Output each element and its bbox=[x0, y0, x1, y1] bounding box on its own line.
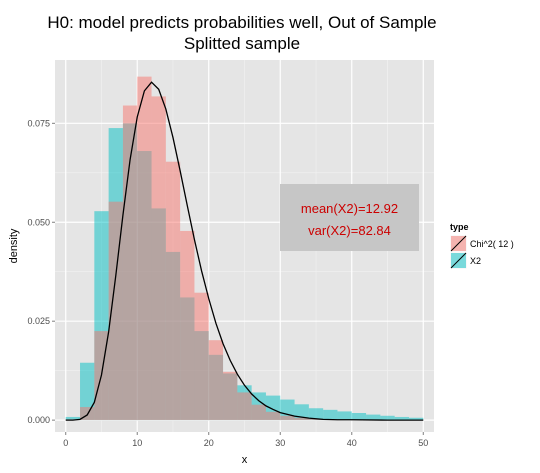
histogram-bar-chi2 bbox=[165, 161, 181, 421]
histogram-bar-chi2 bbox=[151, 96, 166, 421]
y-axis-label: density bbox=[8, 228, 20, 263]
legend-swatch-line bbox=[450, 235, 467, 252]
histogram-bar-chi2 bbox=[194, 292, 209, 421]
histogram-bar-chi2 bbox=[280, 415, 295, 421]
histogram-bar-chi2 bbox=[180, 230, 195, 421]
y-axis: 0.000 0.025 0.050 0.075 bbox=[27, 118, 55, 425]
density-curve bbox=[65, 81, 424, 421]
histogram-bar-x2 bbox=[308, 408, 324, 421]
annotation-variance: var(X2)=82.84 bbox=[308, 223, 391, 238]
annotation-mean: mean(X2)=12.92 bbox=[301, 201, 398, 216]
histogram-bar-chi2 bbox=[251, 404, 266, 421]
histogram-bar-x2 bbox=[380, 415, 395, 421]
histogram-bar-x2 bbox=[408, 417, 424, 421]
histogram-bar-chi2 bbox=[137, 76, 152, 421]
histogram-bar-chi2 bbox=[122, 105, 138, 421]
annotation-box: mean(X2)=12.92 var(X2)=82.84 bbox=[280, 184, 419, 251]
legend-swatch-line bbox=[450, 252, 467, 269]
density-curve-layer bbox=[65, 81, 424, 421]
legend: type Chi^2( 12 ) X2 bbox=[449, 222, 514, 270]
histogram-bar-chi2 bbox=[108, 201, 123, 421]
histogram-bar-chi2 bbox=[308, 418, 324, 421]
y-tick-label: 0.075 bbox=[27, 118, 50, 128]
histogram-bar-chi2 bbox=[294, 417, 309, 421]
x-axis: 0 10 20 30 40 50 bbox=[63, 432, 428, 448]
legend-item-chi2: Chi^2( 12 ) bbox=[449, 234, 514, 253]
annotation-background bbox=[280, 184, 419, 251]
x-tick-label: 40 bbox=[347, 438, 357, 448]
histogram-chi2 bbox=[65, 76, 367, 421]
histogram-bar-chi2 bbox=[223, 371, 238, 421]
x-tick-label: 0 bbox=[63, 438, 68, 448]
histogram-bar-chi2 bbox=[208, 340, 224, 421]
x-tick-label: 10 bbox=[132, 438, 142, 448]
chart-title: H0: model predicts probabilities well, O… bbox=[47, 13, 436, 32]
x-axis-label: x bbox=[242, 454, 248, 466]
legend-label-x2: X2 bbox=[470, 256, 481, 266]
histogram-bar-x2 bbox=[366, 414, 381, 421]
y-tick-label: 0.025 bbox=[27, 316, 50, 326]
histogram-bar-x2 bbox=[80, 362, 95, 421]
histogram-bar-chi2 bbox=[237, 392, 252, 421]
legend-item-x2: X2 bbox=[449, 251, 481, 270]
x-tick-label: 20 bbox=[204, 438, 214, 448]
legend-title: type bbox=[450, 222, 469, 232]
histogram-bar-x2 bbox=[351, 413, 367, 421]
histogram-bar-x2 bbox=[323, 409, 338, 421]
histogram-bar-chi2 bbox=[265, 411, 281, 421]
x-tick-label: 50 bbox=[418, 438, 428, 448]
y-tick-label: 0.000 bbox=[27, 415, 50, 425]
legend-label-chi2: Chi^2( 12 ) bbox=[470, 239, 514, 249]
chart-subtitle: Splitted sample bbox=[184, 34, 300, 53]
y-tick-label: 0.050 bbox=[27, 217, 50, 227]
histogram-bar-x2 bbox=[65, 416, 81, 421]
histogram-bar-x2 bbox=[337, 411, 352, 421]
histogram-bar-x2 bbox=[394, 416, 409, 421]
x-tick-label: 30 bbox=[275, 438, 285, 448]
